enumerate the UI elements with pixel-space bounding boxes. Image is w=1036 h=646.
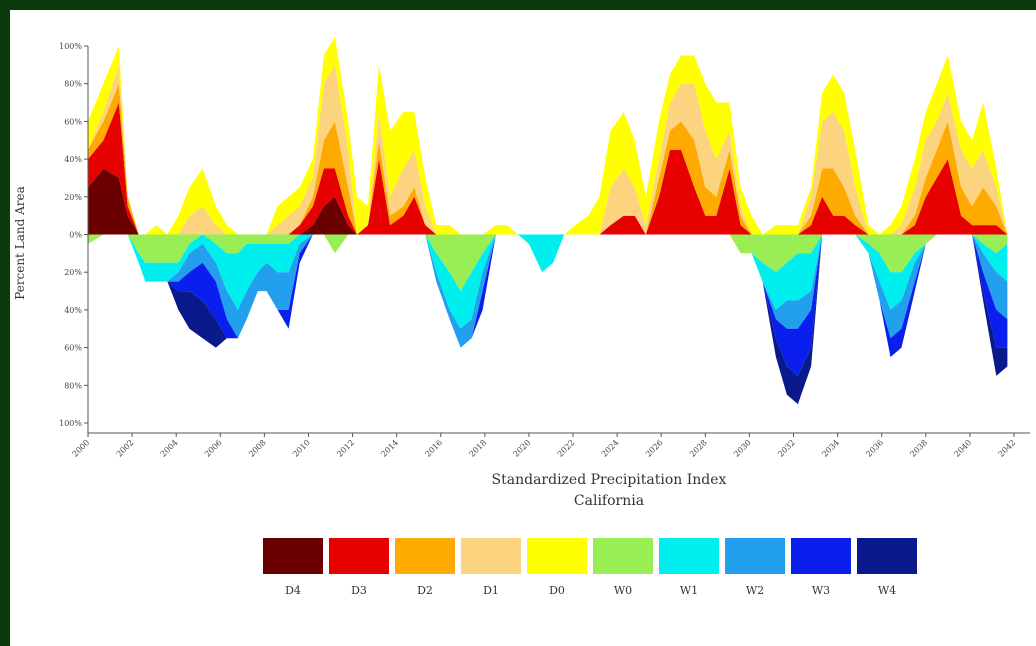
legend-item-w0: W0 [593,538,653,597]
x-tick-label: 2004 [159,438,180,459]
legend-label: W4 [877,584,897,597]
legend-label: D0 [549,584,565,597]
legend-swatch [791,538,851,574]
legend-label: D4 [285,584,301,597]
axes [87,46,1030,434]
legend-label: D3 [351,584,367,597]
legend-swatch [659,538,719,574]
chart-subtitle: California [574,493,644,509]
y-tick-label: 60% [64,344,82,353]
legend-swatch [329,538,389,574]
y-tick-label: 80% [64,80,82,89]
x-tick-label: 2040 [953,438,974,459]
legend-item-w1: W1 [659,538,719,597]
x-tick-label: 2042 [997,438,1018,459]
legend-swatch [395,538,455,574]
area-d1 [88,64,1008,235]
area-d2 [88,83,1008,235]
legend-swatch [527,538,587,574]
legend-swatch [725,538,785,574]
x-tick-label: 2038 [908,438,929,459]
y-axis-label: Percent Land Area [13,186,27,300]
legend-item-d0: D0 [527,538,587,597]
area-d3 [88,102,1008,235]
area-d4 [88,168,1008,235]
x-tick-label: 2002 [115,438,136,459]
legend-label: D2 [417,584,433,597]
x-tick-label: 2012 [335,438,356,459]
x-tick-label: 2032 [776,438,797,459]
area-w1 [88,234,1008,329]
y-tick-label: 80% [64,381,82,390]
chart-title: Standardized Precipitation Index [492,472,727,488]
y-tick-label: 40% [64,306,82,315]
area-w2 [88,234,1008,348]
legend-item-d1: D1 [461,538,521,597]
x-tick-label: 2026 [644,438,665,459]
x-tick-label: 2024 [600,438,621,459]
legend-swatch [263,538,323,574]
legend-item-w3: W3 [791,538,851,597]
y-tick-label: 40% [64,155,82,164]
legend-item-d3: D3 [329,538,389,597]
legend-item-w2: W2 [725,538,785,597]
x-tick-label: 2016 [423,438,444,459]
legend-label: W3 [811,584,831,597]
y-tick-label: 60% [64,117,82,126]
legend-item-d4: D4 [263,538,323,597]
area-w4 [88,234,1008,405]
x-tick-label: 2034 [820,438,841,459]
x-tick-label: 2030 [732,438,753,459]
x-tick-label: 2036 [864,438,885,459]
chart-panel: 100% 80% 60% 40% 20% 0% 20% 40% 60% 80% 100% 2000 2… [10,10,1036,646]
y-tick-labels: 100% 80% 60% 40% 20% 0% 20% 40% 60% 80% 100% [59,42,88,428]
legend-item-d2: D2 [395,538,455,597]
y-tick-label: 100% [59,419,82,428]
x-tick-labels: 2000 2002 2004 2006 2008 2010 2012 2014 2016 2018… [71,433,1018,459]
x-tick-label: 2008 [247,438,268,459]
area-w0 [88,234,1008,292]
legend-swatch [461,538,521,574]
x-tick-label: 2028 [688,438,709,459]
legend-label: W0 [613,584,633,597]
x-tick-label: 2022 [556,438,577,459]
series-areas [88,36,1008,405]
x-tick-label: 2020 [512,438,533,459]
area-d0 [88,36,1008,235]
y-tick-label: 20% [64,193,82,202]
legend-item-w4: W4 [857,538,917,597]
y-tick-label: 100% [59,42,82,51]
legend-swatch [857,538,917,574]
spi-area-chart: 100%80%60%40%20%0%20%40%60%80%100% 2000 2… [13,36,1030,509]
legend-label: W1 [679,584,699,597]
x-tick-label: 2000 [71,438,92,459]
area-w3 [88,234,1008,376]
x-tick-label: 2010 [291,438,312,459]
legend-swatch [593,538,653,574]
legend-label: W2 [745,584,765,597]
legend-label: D1 [483,584,499,597]
y-tick-label: 0% [69,231,82,240]
legend: D4 D3 D2 D1 D0 W0 W1 W2 W3 W4 [263,538,923,597]
y-tick-label: 20% [64,268,82,277]
x-tick-label: 2006 [203,438,224,459]
x-tick-label: 2014 [379,438,400,459]
x-tick-label: 2018 [468,438,489,459]
